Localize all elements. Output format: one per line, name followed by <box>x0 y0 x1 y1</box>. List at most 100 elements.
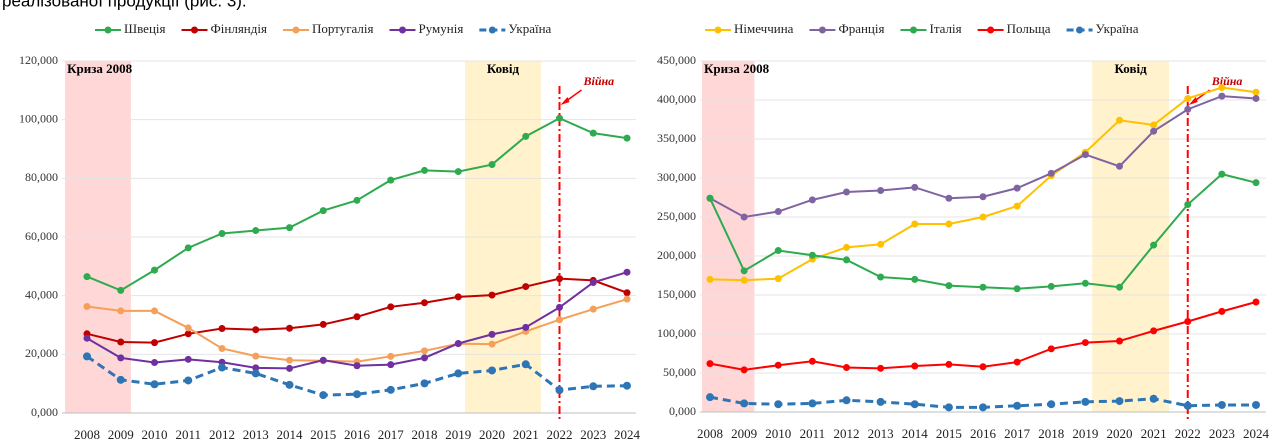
point <box>1218 92 1226 100</box>
legend-label: Румунія <box>419 21 464 36</box>
point <box>353 390 361 399</box>
x-tick-label: 2010 <box>142 427 168 442</box>
y-tick-label: 250,000 <box>657 209 696 223</box>
point <box>1218 84 1226 92</box>
point <box>420 379 429 388</box>
point <box>286 324 293 332</box>
point <box>285 380 294 389</box>
x-tick-label: 2011 <box>175 427 201 442</box>
legend-label: Україна <box>508 21 551 36</box>
point <box>843 256 850 264</box>
legend-marker <box>104 26 112 34</box>
point <box>877 273 885 281</box>
point <box>740 276 748 284</box>
point <box>1252 94 1260 102</box>
point <box>421 354 428 362</box>
point <box>1252 298 1260 306</box>
y-tick-label: 0,000 <box>669 404 696 418</box>
point <box>1184 318 1192 326</box>
x-tick-label: 2014 <box>277 427 304 442</box>
point <box>774 400 783 409</box>
point <box>911 275 919 283</box>
x-tick-label: 2020 <box>1107 426 1133 441</box>
point <box>740 213 748 221</box>
point <box>319 207 327 215</box>
point <box>83 334 91 342</box>
point <box>1150 121 1158 129</box>
point <box>877 186 885 194</box>
point <box>252 326 260 334</box>
point <box>808 251 816 259</box>
point <box>251 369 260 378</box>
x-tick-label: 2022 <box>547 427 573 442</box>
point <box>252 227 260 235</box>
point <box>1047 169 1055 177</box>
point <box>117 307 125 315</box>
point <box>945 220 953 228</box>
point <box>979 403 987 412</box>
point <box>117 286 125 294</box>
point <box>184 244 192 252</box>
legend-marker <box>987 26 995 34</box>
point <box>910 400 919 409</box>
point <box>1252 88 1260 96</box>
legend-marker <box>488 26 496 34</box>
legend-marker <box>818 26 826 34</box>
x-tick-label: 2016 <box>344 427 371 442</box>
point <box>1013 401 1022 410</box>
legend-label: Франція <box>838 21 884 36</box>
point <box>556 316 563 324</box>
legend-marker <box>909 26 917 34</box>
point <box>740 366 748 374</box>
point <box>589 278 597 286</box>
point <box>488 161 496 169</box>
point <box>774 247 782 255</box>
x-tick-label: 2011 <box>800 426 826 441</box>
point <box>589 305 597 313</box>
point <box>488 340 496 348</box>
point <box>151 359 158 367</box>
point <box>1252 400 1260 409</box>
series-line <box>86 277 628 344</box>
x-tick-label: 2009 <box>731 426 757 441</box>
point <box>1081 151 1089 159</box>
point <box>1013 202 1021 210</box>
point <box>151 307 158 315</box>
point <box>1047 345 1055 353</box>
point <box>218 325 226 333</box>
y-tick-label: 80,000 <box>25 170 58 184</box>
point <box>979 213 987 221</box>
chart: Криза 2008 Ковід 0,000 50,000 100,000 150,000… <box>657 21 1270 441</box>
x-tick-label: 2008 <box>697 426 723 441</box>
point <box>1150 241 1158 249</box>
point <box>116 375 125 384</box>
point <box>454 293 462 301</box>
point <box>774 361 782 369</box>
point <box>522 132 530 140</box>
point <box>706 393 714 402</box>
legend-label: Італія <box>929 21 961 36</box>
point <box>589 129 597 137</box>
point <box>808 357 816 365</box>
point <box>1149 394 1158 403</box>
x-tick-label: 2012 <box>209 427 235 442</box>
point <box>218 229 226 237</box>
point <box>843 188 850 196</box>
x-tick-label: 2013 <box>868 426 894 441</box>
band-label: Ковід <box>487 61 520 76</box>
y-tick-label: 400,000 <box>657 92 696 106</box>
point <box>911 183 919 191</box>
legend-label: Німеччина <box>734 21 794 36</box>
y-tick-label: 20,000 <box>25 346 58 360</box>
x-tick-label: 2019 <box>445 427 471 442</box>
y-tick-label: 450,000 <box>657 53 696 67</box>
point <box>876 397 885 406</box>
point <box>353 362 361 370</box>
point <box>387 303 395 311</box>
point <box>1115 397 1124 406</box>
point <box>706 360 714 368</box>
point <box>184 324 192 332</box>
point <box>623 289 631 297</box>
point <box>488 330 496 338</box>
